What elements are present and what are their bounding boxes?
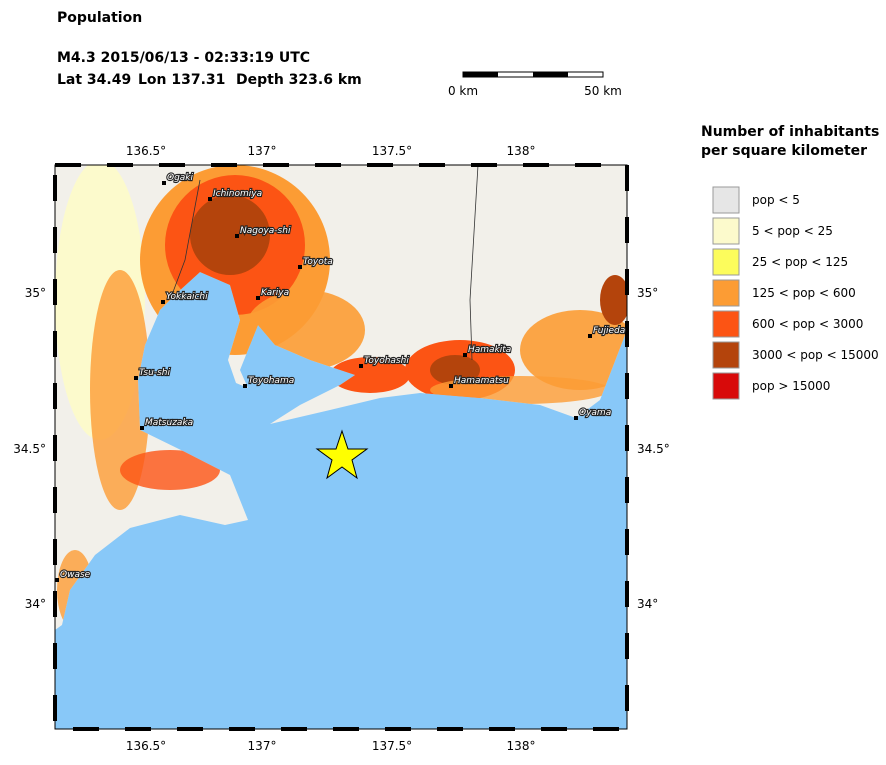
legend-label: 5 < pop < 25 bbox=[752, 224, 833, 238]
city-marker bbox=[256, 296, 260, 300]
scale-label: 0 km bbox=[448, 84, 478, 98]
legend-title: Number of inhabitants bbox=[701, 124, 879, 140]
city-label: Toyohama bbox=[248, 376, 294, 386]
lon-label: 137.5° bbox=[372, 739, 412, 753]
city-marker bbox=[298, 265, 302, 269]
city-label: Toyota bbox=[303, 257, 333, 267]
lon-label: 138° bbox=[507, 739, 536, 753]
epicenter-star bbox=[315, 429, 369, 480]
legend-label: pop < 5 bbox=[752, 193, 800, 207]
city-marker bbox=[162, 181, 166, 185]
lon-label: 138° bbox=[507, 144, 536, 158]
legend-swatch bbox=[712, 279, 740, 307]
city-label: Matsuzaka bbox=[145, 418, 193, 428]
city-label: Ogaki bbox=[167, 173, 194, 183]
lon: Lon 137.31 bbox=[138, 72, 225, 88]
city-label: Ichinomiya bbox=[213, 189, 262, 199]
city-marker bbox=[574, 416, 578, 420]
lat-label: 35° bbox=[637, 286, 658, 300]
legend-label: 3000 < pop < 15000 bbox=[752, 348, 879, 362]
city-marker bbox=[161, 300, 165, 304]
legend-label: pop > 15000 bbox=[752, 379, 830, 393]
legend-label: 25 < pop < 125 bbox=[752, 255, 848, 269]
city-label: Kariya bbox=[261, 288, 289, 298]
city-label: Toyohashi bbox=[364, 356, 409, 366]
legend-label: 600 < pop < 3000 bbox=[752, 317, 863, 331]
depth: Depth 323.6 km bbox=[236, 72, 362, 88]
legend-swatch bbox=[712, 248, 740, 276]
city-marker bbox=[463, 353, 467, 357]
city-marker bbox=[588, 334, 592, 338]
lat-label: 34° bbox=[637, 597, 658, 611]
city-marker bbox=[449, 384, 453, 388]
city-marker bbox=[134, 376, 138, 380]
boundary bbox=[169, 164, 479, 361]
city-label: Yokkaichi bbox=[166, 292, 208, 302]
city-label: Oyama bbox=[579, 408, 611, 418]
lon-label: 136.5° bbox=[126, 739, 166, 753]
city-marker bbox=[208, 197, 212, 201]
legend-swatch bbox=[712, 217, 740, 245]
legend-swatch bbox=[712, 186, 740, 214]
lat-label: 34° bbox=[25, 597, 46, 611]
lon-label: 137° bbox=[248, 739, 277, 753]
legend-title: per square kilometer bbox=[701, 143, 867, 159]
city-marker bbox=[235, 234, 239, 238]
map-border bbox=[54, 164, 628, 730]
city-label: Hamamatsu bbox=[454, 376, 509, 386]
city-label: Fujieda bbox=[593, 326, 625, 336]
scale-label: 50 km bbox=[584, 84, 622, 98]
lat: Lat 34.49 bbox=[57, 72, 131, 88]
legend-swatch bbox=[712, 372, 740, 400]
legend-label: 125 < pop < 600 bbox=[752, 286, 856, 300]
city-marker bbox=[359, 364, 363, 368]
legend-swatch bbox=[712, 310, 740, 338]
city-marker bbox=[243, 384, 247, 388]
legend-swatch bbox=[712, 341, 740, 369]
lon-label: 137.5° bbox=[372, 144, 412, 158]
city-label: Nagoya-shi bbox=[240, 226, 291, 236]
city-marker bbox=[55, 578, 59, 582]
city-marker bbox=[140, 426, 144, 430]
city-label: Hamakita bbox=[468, 345, 511, 355]
lat-label: 35° bbox=[25, 286, 46, 300]
title: Population bbox=[57, 10, 142, 26]
lat-label: 34.5° bbox=[13, 442, 46, 456]
event: M4.3 2015/06/13 - 02:33:19 UTC bbox=[57, 50, 310, 66]
lon-label: 136.5° bbox=[126, 144, 166, 158]
city-label: Tsu-shi bbox=[139, 368, 170, 378]
lat-label: 34.5° bbox=[637, 442, 670, 456]
lon-label: 137° bbox=[248, 144, 277, 158]
city-label: Owase bbox=[60, 570, 91, 580]
